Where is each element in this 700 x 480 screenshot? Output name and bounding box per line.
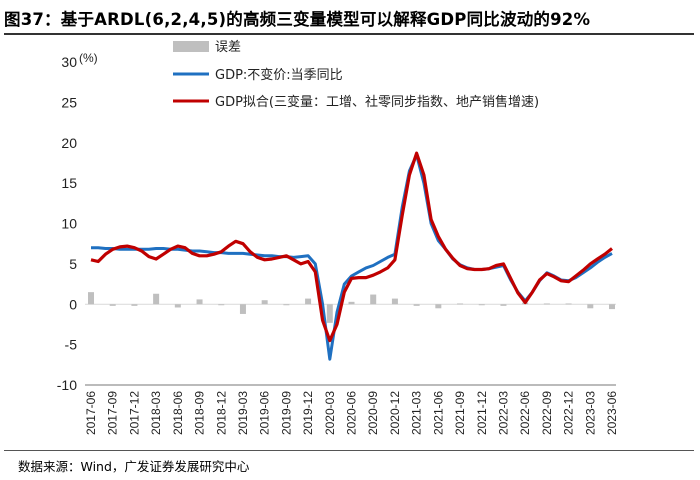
y-tick-label: 0	[69, 296, 77, 312]
error-bar	[478, 304, 485, 306]
error-bar	[283, 304, 290, 306]
error-bar	[174, 304, 181, 308]
y-tick-label: 5	[69, 256, 77, 272]
x-tick-label: 2022-06	[518, 391, 532, 435]
error-bar	[88, 292, 94, 305]
legend-swatch-error	[173, 41, 209, 52]
x-tick-label: 2023-06	[605, 391, 619, 435]
x-tick-label: 2021-06	[431, 391, 445, 435]
chart-svg: -10 -5 0 5 10 15 20 25 30 (%) 2017-06 2017-09 2017-1…	[57, 40, 619, 435]
x-tick-label: 2020-03	[323, 391, 337, 435]
y-tick-label: 10	[61, 216, 77, 232]
error-bars	[88, 292, 615, 323]
error-bar	[239, 304, 246, 314]
x-tick-label: 2020-12	[388, 391, 402, 435]
x-tick-label: 2017-12	[127, 391, 141, 435]
y-axis-unit: (%)	[79, 51, 98, 65]
x-tick-label: 2019-03	[236, 391, 250, 435]
error-bar	[131, 304, 138, 306]
error-bar	[218, 304, 225, 306]
x-tick-label: 2018-03	[149, 391, 163, 435]
error-bar	[348, 301, 355, 305]
error-bar	[370, 294, 377, 305]
y-tick-label: 15	[61, 175, 77, 191]
error-bar	[543, 303, 550, 305]
axes: -10 -5 0 5 10 15 20 25 30 (%) 2017-06 2017-09 2017-1…	[57, 51, 619, 435]
error-bar	[413, 304, 420, 306]
x-tick-label: 2022-12	[562, 391, 576, 435]
y-tick-label: 30	[61, 54, 77, 70]
x-tick-label: 2018-09	[193, 391, 207, 435]
y-tick-label: 20	[61, 135, 77, 151]
x-tick-label: 2021-12	[475, 391, 489, 435]
error-bar	[609, 304, 615, 310]
legend-label-gdp: GDP:不变价:当季同比	[215, 67, 343, 83]
x-tick-label: 2019-09	[279, 391, 293, 435]
source-note: 数据来源：Wind，广发证券发展研究中心	[18, 459, 250, 474]
legend: 误差 GDP:不变价:当季同比 GDP拟合(三变量：工增、社零同步指数、地产销售增速…	[173, 40, 539, 110]
x-tick-label: 2020-09	[366, 391, 380, 435]
error-bar	[305, 298, 312, 305]
x-tick-label: 2021-03	[410, 391, 424, 435]
error-bar	[391, 298, 398, 305]
error-bar	[196, 299, 203, 305]
x-tick-label: 2022-03	[496, 391, 510, 435]
title-rule	[4, 33, 694, 35]
y-tick-label: 25	[61, 94, 77, 110]
error-bar	[587, 304, 594, 309]
error-bar	[261, 300, 268, 305]
legend-label-fit: GDP拟合(三变量：工增、社零同步指数、地产销售增速)	[215, 94, 539, 110]
x-tick-label: 2018-12	[214, 391, 228, 435]
x-tick-label: 2021-09	[453, 391, 467, 435]
series-lines	[90, 151, 613, 361]
error-bar	[435, 304, 442, 309]
x-tick-label: 2017-09	[106, 391, 120, 435]
x-tick-label: 2017-06	[84, 391, 98, 435]
error-bar	[153, 293, 160, 305]
source-rule	[4, 450, 694, 451]
gdp-line	[91, 153, 613, 361]
legend-label-error: 误差	[215, 40, 241, 55]
chart-title: 图37：基于ARDL(6,2,4,5)的高频三变量模型可以解释GDP同比波动的9…	[4, 10, 591, 29]
fit-line	[90, 151, 613, 343]
y-tick-label: -10	[57, 377, 77, 393]
x-tick-label: 2018-06	[171, 391, 185, 435]
x-tick-label: 2019-06	[258, 391, 272, 435]
x-tick-label: 2022-09	[540, 391, 554, 435]
error-bar	[565, 303, 572, 305]
x-tick-label: 2023-03	[583, 391, 597, 435]
y-tick-label: -5	[65, 337, 78, 353]
x-tick-label: 2020-06	[345, 391, 359, 435]
error-bar	[500, 304, 507, 306]
error-bar	[326, 304, 333, 323]
error-bar	[457, 303, 464, 305]
error-bar	[109, 304, 116, 306]
x-tick-label: 2019-12	[301, 391, 315, 435]
